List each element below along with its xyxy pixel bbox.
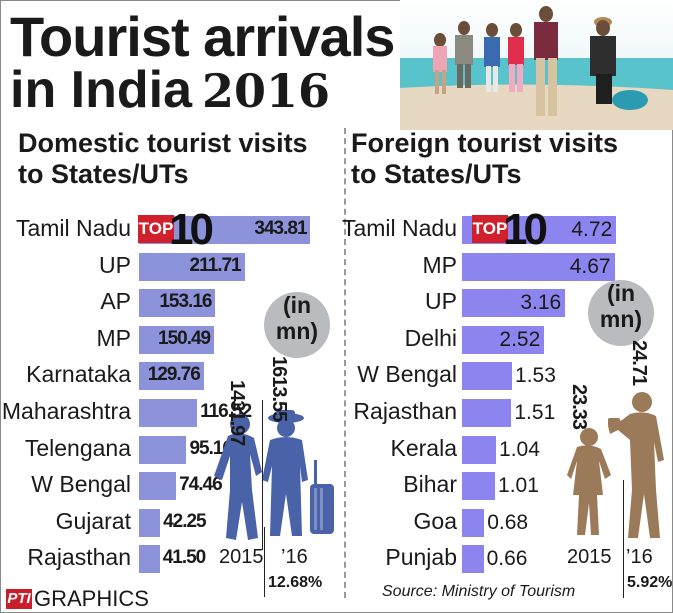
bar-value-label: 4.67 xyxy=(569,254,611,278)
bar-value-label: 42.25 xyxy=(163,510,207,532)
domestic-section-title: Domestic tourist visits to States/UTs xyxy=(18,128,308,190)
foreign-top10-badge: TOP 10 xyxy=(472,205,548,254)
bar xyxy=(462,399,512,427)
tourists-beach-photo xyxy=(400,0,673,130)
category-label: Tamil Nadu xyxy=(15,215,131,241)
bar xyxy=(139,472,177,501)
bar-value-label: 150.49 xyxy=(158,327,211,349)
category-label: Delhi xyxy=(404,324,457,351)
category-label: UP xyxy=(99,251,131,278)
domestic-marker-line-2016 xyxy=(264,527,265,597)
foreign-title-line2: to States/UTs xyxy=(351,159,522,189)
category-label: W Bengal xyxy=(31,471,131,498)
bar xyxy=(462,325,545,354)
category-label: MP xyxy=(422,251,458,278)
category-label: MP xyxy=(96,324,132,351)
category-label: AP xyxy=(100,288,131,315)
domestic-top10-badge: TOP 10 xyxy=(138,205,214,254)
domestic-marker-line-2015 xyxy=(262,400,263,550)
category-label: Punjab xyxy=(385,544,457,571)
bar-value-label: 0.68 xyxy=(487,510,529,534)
category-label: Telengana xyxy=(24,434,131,461)
bar-value-label: 1.01 xyxy=(498,474,539,498)
bar xyxy=(462,289,566,318)
foreign-section-title: Foreign tourist visits to States/UTs xyxy=(351,128,618,190)
domestic-total-2015: 1431.97 xyxy=(226,380,248,446)
unit-line1: (in xyxy=(606,280,636,306)
page-title-text: in India xyxy=(10,61,192,119)
category-label: Bihar xyxy=(403,471,457,498)
bar xyxy=(462,472,496,501)
bar xyxy=(462,435,497,464)
foreign-total-2015: 23.33 xyxy=(568,384,590,430)
page-title: Tourist arrivals xyxy=(10,5,395,68)
bar xyxy=(462,545,484,574)
title-year: 2016 xyxy=(202,64,331,118)
category-label: Kerala xyxy=(390,434,457,461)
category-label: Tamil Nadu xyxy=(341,215,457,241)
bar xyxy=(139,508,161,537)
foreign-year-2016: ’16 xyxy=(626,546,653,568)
category-label: Rajasthan xyxy=(27,544,131,571)
category-label: UP xyxy=(425,288,457,315)
bar-value-label: 1.53 xyxy=(515,364,556,388)
foreign-marker-line xyxy=(623,480,624,598)
man-with-luggage-silhouette-icon xyxy=(262,410,334,536)
bar xyxy=(462,362,513,391)
man-camera-silhouette-icon xyxy=(608,392,664,538)
unit-line2: mn) xyxy=(275,318,319,344)
category-label: Maharashtra xyxy=(1,398,131,424)
bar-value-label: 41.50 xyxy=(162,547,207,569)
category-label: Gujarat xyxy=(55,507,131,534)
bar xyxy=(139,289,216,318)
foreign-unit-circle: (in mn) xyxy=(588,280,654,346)
pti-logo: PTI xyxy=(6,589,32,609)
bar-value-label: 1.51 xyxy=(514,401,556,424)
domestic-title-line2: to States/UTs xyxy=(18,159,189,189)
bar-value-label: 211.71 xyxy=(189,254,242,276)
bar xyxy=(139,362,204,391)
unit-line2: mn) xyxy=(599,306,643,332)
bar xyxy=(462,508,485,537)
top-badge-box: TOP xyxy=(138,215,174,243)
foreign-total-2016: 24.71 xyxy=(628,340,650,386)
source-note: Source: Ministry of Tourism xyxy=(382,583,576,600)
bar xyxy=(139,325,215,354)
bar-value-label: 3.16 xyxy=(520,291,562,315)
bar xyxy=(139,399,198,427)
bar-value-label: 343.81 xyxy=(254,218,307,239)
category-label: W Bengal xyxy=(357,361,457,388)
brand-label: GRAPHICS xyxy=(34,586,149,611)
foreign-growth: 5.92% xyxy=(627,574,673,591)
bar xyxy=(462,252,615,281)
bar xyxy=(139,545,160,574)
bar-value-label: 1.04 xyxy=(499,437,540,461)
top-badge-box: TOP xyxy=(472,215,508,243)
girl-silhouette-icon xyxy=(567,428,611,535)
category-label: Karnataka xyxy=(26,361,131,388)
foreign-year-2015: 2015 xyxy=(567,546,612,568)
domestic-year-2016: ’16 xyxy=(281,546,308,568)
panel-divider xyxy=(344,128,346,598)
page-title-line2: in India 2016 xyxy=(10,60,330,120)
bar-value-label: 4.72 xyxy=(571,218,613,241)
domestic-growth: 12.68% xyxy=(268,574,323,591)
top-badge-number: 10 xyxy=(503,205,548,254)
category-label: Rajasthan xyxy=(353,398,457,424)
domestic-title-line1: Domestic tourist visits xyxy=(18,128,308,158)
bar xyxy=(139,435,187,464)
woman-silhouette-icon xyxy=(214,414,262,540)
domestic-year-2015: 2015 xyxy=(219,546,264,568)
bar-value-label: 129.76 xyxy=(147,364,201,386)
top-badge-number: 10 xyxy=(169,205,214,254)
bar-value-label: 2.52 xyxy=(499,327,541,351)
category-label: Goa xyxy=(413,507,457,534)
foreign-title-line1: Foreign tourist visits xyxy=(351,128,619,158)
bar-value-label: 74.46 xyxy=(179,474,223,496)
domestic-unit-circle: (in mn) xyxy=(264,292,330,358)
bar xyxy=(139,252,245,281)
bar-value-label: 0.66 xyxy=(486,547,528,571)
unit-line1: (in xyxy=(282,292,312,318)
bar-value-label: 153.16 xyxy=(159,291,212,313)
